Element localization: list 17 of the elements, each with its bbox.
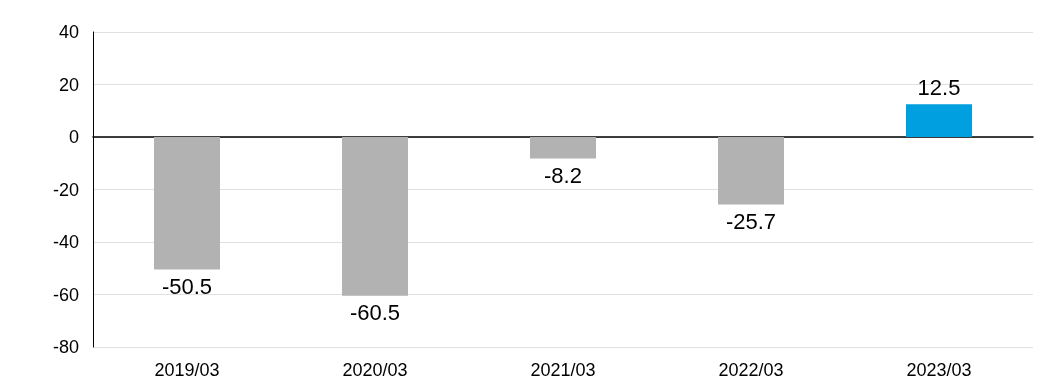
x-tick-label: 2023/03: [906, 360, 972, 380]
x-tick-label: 2020/03: [342, 360, 408, 380]
data-label: -50.5: [161, 274, 213, 300]
y-tick-label: 20: [58, 74, 79, 95]
data-label: -60.5: [349, 300, 401, 326]
y-tick-label: 0: [68, 127, 79, 147]
data-label: 12.5: [917, 74, 961, 100]
x-tick-label: 2019/03: [154, 360, 220, 380]
data-label: -25.7: [725, 208, 777, 234]
y-tick-label: -80: [52, 337, 79, 357]
data-label: -8.2: [544, 163, 582, 189]
y-tick-label: -60: [52, 284, 79, 305]
x-tick-label: 2022/03: [718, 360, 784, 380]
y-tick-label: -40: [52, 232, 79, 252]
y-tick-label: -20: [52, 179, 79, 200]
y-tick-label: 40: [58, 22, 79, 42]
x-tick-label: 2021/03: [530, 360, 596, 380]
